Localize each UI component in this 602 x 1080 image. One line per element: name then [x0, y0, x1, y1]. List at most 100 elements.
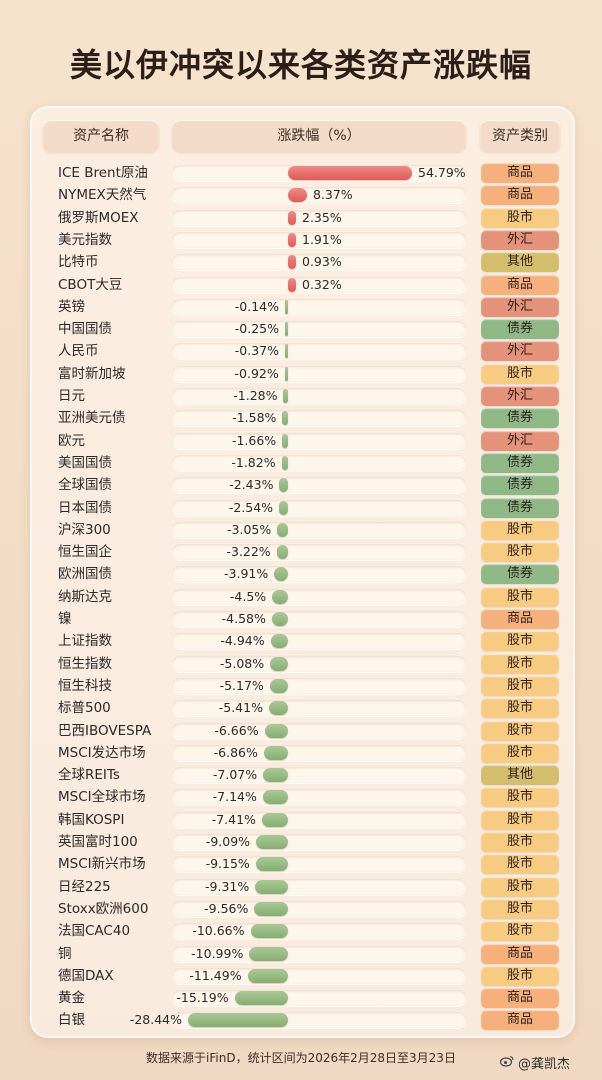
asset-name: 俄罗斯MOEX	[58, 209, 139, 226]
asset-name: 白银	[58, 1012, 85, 1029]
value-label: -1.28%	[233, 388, 278, 403]
bar-track	[172, 388, 466, 404]
value-label: -0.14%	[234, 298, 279, 314]
bar-row: 纳斯达克 -4.5% 股市	[0, 586, 602, 608]
value-label: 1.91%	[302, 231, 342, 247]
bar	[270, 656, 288, 671]
bar	[234, 991, 288, 1006]
asset-name: 欧元	[58, 432, 85, 449]
bar	[277, 522, 288, 537]
category-badge: 债券	[481, 497, 559, 518]
bar-track	[172, 834, 466, 850]
category-badge: 债券	[481, 475, 559, 496]
bar	[282, 433, 288, 448]
asset-name: 富时新加坡	[58, 365, 126, 382]
value-label: -4.94%	[220, 633, 265, 649]
bar	[288, 232, 296, 247]
bar-row: 中国国债 -0.25% 债券	[0, 318, 602, 340]
bar-row: 镍 -4.58% 商品	[0, 608, 602, 630]
value-label: -15.19%	[176, 990, 229, 1006]
bar	[279, 500, 288, 515]
bar-track	[172, 566, 466, 583]
bar-row: 恒生科技 -5.17% 股市	[0, 675, 602, 697]
bar	[274, 567, 288, 582]
category-badge: 商品	[481, 943, 559, 964]
category-badge: 股市	[481, 832, 559, 852]
bar-track	[172, 677, 466, 694]
value-label: -9.15%	[205, 856, 250, 872]
bar	[285, 344, 288, 359]
category-badge: 债券	[481, 452, 559, 473]
bar-row: 比特币 0.93% 其他	[0, 251, 602, 273]
bar	[188, 1013, 288, 1028]
asset-name: ICE Brent原油	[58, 165, 148, 181]
bar-track	[172, 544, 466, 561]
header-asset-name: 资产名称	[43, 120, 159, 152]
bar-track	[172, 477, 466, 494]
bar	[247, 968, 288, 983]
bar-track	[172, 878, 466, 895]
bar-row: 美国国债 -1.82% 债券	[0, 452, 602, 474]
weibo-icon	[500, 1055, 514, 1067]
bar-track	[172, 900, 466, 917]
bar-track	[172, 298, 466, 315]
bar	[288, 188, 307, 203]
value-label: 54.79%	[418, 165, 466, 180]
page-title: 美以伊冲突以来各类资产涨跌幅	[69, 46, 532, 84]
bar-row: 亚洲美元债 -1.58% 债券	[0, 407, 602, 429]
asset-name: 德国DAX	[58, 967, 114, 984]
asset-name: 美国国债	[58, 454, 112, 471]
category-badge: 外汇	[481, 430, 559, 451]
bar-track	[172, 945, 466, 962]
category-badge: 债券	[481, 319, 559, 340]
bar	[271, 612, 288, 626]
bar-row: 欧元 -1.66% 外汇	[0, 430, 602, 452]
watermark: @龚凯杰	[518, 1057, 571, 1072]
category-badge: 股市	[481, 675, 559, 696]
asset-name: NYMEX天然气	[58, 187, 147, 204]
bar-row: 美元指数 1.91% 外汇	[0, 229, 602, 251]
bar-row: 法国CAC40 -10.66% 股市	[0, 920, 602, 942]
bar-track	[172, 811, 466, 828]
asset-name: 黄金	[58, 990, 85, 1007]
category-badge: 股市	[481, 965, 559, 986]
asset-name: 恒生科技	[58, 677, 112, 694]
value-label: -7.14%	[212, 789, 257, 805]
bar-track	[172, 923, 466, 940]
category-badge: 股市	[481, 207, 559, 228]
category-badge: 股市	[481, 720, 559, 741]
category-badge: 外汇	[481, 386, 559, 406]
value-label: -5.17%	[219, 677, 264, 693]
bar-track	[172, 655, 466, 672]
value-label: -4.5%	[229, 588, 267, 604]
asset-name: 比特币	[58, 254, 99, 271]
asset-name: MSCI新兴市场	[58, 856, 146, 873]
bar	[285, 322, 288, 337]
value-label: -28.44%	[129, 1012, 182, 1028]
bar-row: 沪深300 -3.05% 股市	[0, 519, 602, 541]
bar-track	[172, 499, 466, 516]
bar-row: 巴西IBOVESPA -6.66% 股市	[0, 720, 602, 742]
category-badge: 外汇	[481, 229, 559, 250]
bar-track	[172, 722, 466, 739]
bar-row: 恒生国企 -3.22% 股市	[0, 541, 602, 563]
category-badge: 商品	[481, 988, 559, 1009]
value-label: -9.31%	[205, 878, 250, 894]
value-label: -6.66%	[214, 722, 259, 738]
bar	[249, 946, 288, 961]
category-badge: 股市	[481, 653, 559, 674]
bar	[263, 768, 288, 783]
bar-row: 日本国债 -2.54% 债券	[0, 497, 602, 519]
value-label: -1.82%	[231, 454, 276, 470]
header-category: 资产类别	[480, 120, 560, 152]
asset-name: 美元指数	[58, 231, 112, 248]
bar	[279, 478, 288, 493]
value-label: -3.05%	[227, 521, 272, 537]
asset-name: 标普500	[58, 700, 111, 717]
value-label: -2.43%	[229, 477, 274, 493]
value-label: -9.09%	[205, 834, 251, 849]
asset-name: Stoxx欧洲600	[58, 900, 149, 917]
value-label: -7.41%	[211, 811, 256, 827]
bar	[264, 723, 288, 738]
